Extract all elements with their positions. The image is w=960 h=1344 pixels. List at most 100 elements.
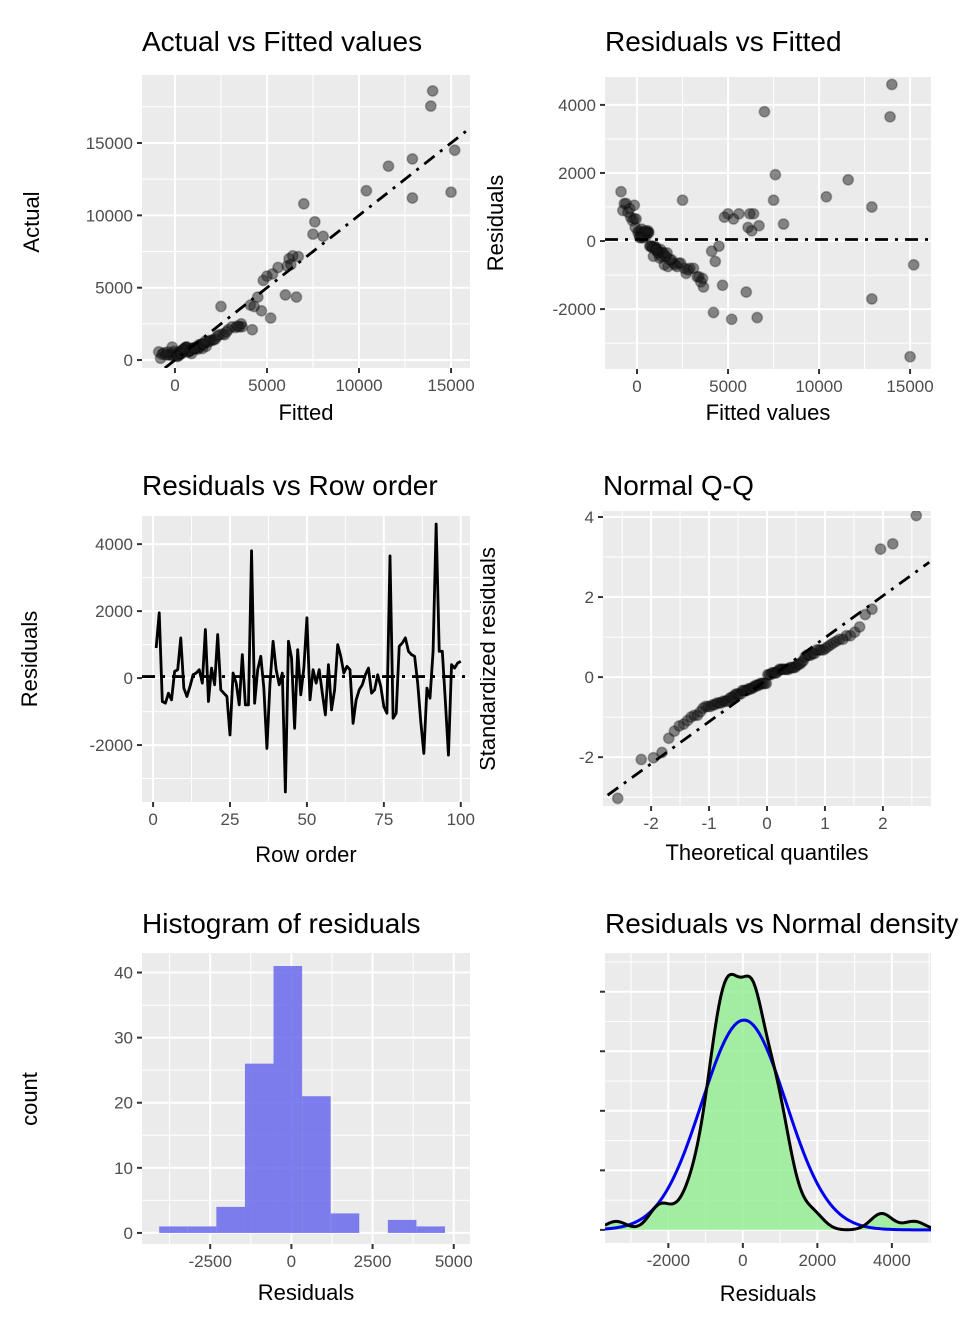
y-tick-label: 0 (585, 668, 594, 687)
y-tick-label: 40 (114, 964, 133, 983)
data-point (904, 350, 917, 363)
data-point (297, 197, 310, 210)
reference-line (606, 561, 931, 797)
data-point (615, 185, 627, 198)
panel-title: Residuals vs Row order (142, 470, 438, 501)
x-tick-label: 10000 (335, 376, 382, 395)
panel-title: Normal Q-Q (603, 470, 754, 501)
x-tick-label: -1 (701, 814, 716, 833)
y-tick-label: 0 (124, 351, 133, 370)
data-point (424, 100, 437, 113)
data-point (406, 152, 419, 165)
histogram-bar (216, 1206, 245, 1233)
x-tick-label: 1 (820, 814, 829, 833)
panel-background (142, 75, 470, 368)
x-tick-label: 4000 (873, 1251, 911, 1270)
x-tick-label: 5000 (709, 377, 747, 396)
data-point (426, 84, 439, 97)
x-axis-title: Residuals (257, 1280, 355, 1305)
x-tick-label: -2000 (647, 1251, 690, 1270)
x-axis-title: Residuals (719, 1281, 817, 1306)
panel-residuals-vs-fitted: Residuals vs Fitted Residuals Fitted val… (480, 0, 960, 448)
data-point (611, 792, 624, 805)
data-point (758, 105, 771, 118)
y-tick-label: 2 (585, 588, 594, 607)
reference-line (163, 127, 470, 368)
data-point (220, 325, 233, 338)
data-point (707, 306, 720, 319)
y-tick-label: 30 (114, 1029, 133, 1048)
histogram-bar (330, 1213, 360, 1233)
panel-residuals-vs-normal-density: Residuals vs Normal density Residuals -2… (480, 896, 960, 1344)
data-point (751, 311, 764, 324)
y-tick-label: 10000 (86, 206, 133, 225)
data-point (360, 184, 373, 197)
y-tick-label: 0 (124, 669, 133, 688)
data-point (767, 194, 780, 207)
panel-histogram-residuals: Histogram of residuals count Residuals -… (0, 896, 480, 1344)
y-tick-label: 0 (124, 1224, 133, 1243)
y-tick-label: 4000 (558, 96, 596, 115)
data-point (747, 207, 760, 220)
data-point (886, 537, 899, 550)
data-point (753, 219, 765, 232)
data-point (308, 215, 321, 228)
y-tick-label: -2000 (553, 300, 596, 319)
data-point (215, 300, 227, 313)
qq-plot-svg: -2 -1 0 1 2 -2 0 2 4 (579, 508, 931, 833)
x-axis-title: Row order (255, 842, 357, 867)
data-point (166, 341, 179, 353)
data-point (448, 144, 461, 157)
data-point (769, 168, 782, 181)
data-point (628, 199, 641, 212)
x-tick-label: 0 (632, 377, 641, 396)
data-point (884, 110, 896, 123)
x-tick-label: 0 (738, 1251, 747, 1270)
histogram-svg: -2500 0 2500 5000 0 10 20 30 40 (114, 953, 473, 1271)
data-point (885, 78, 898, 91)
density-area (605, 974, 931, 1230)
data-point (633, 231, 646, 244)
data-point (777, 218, 790, 230)
y-tick-label: 0 (587, 232, 596, 251)
data-point (279, 288, 292, 301)
data-point (630, 212, 643, 225)
data-point (290, 291, 303, 304)
y-tick-label: 20 (114, 1094, 133, 1113)
data-point (661, 246, 674, 259)
residual-line (154, 522, 462, 794)
histogram-bar (187, 1226, 217, 1233)
y-tick-label: -2000 (90, 736, 133, 755)
data-point (246, 323, 259, 336)
data-point (874, 543, 887, 556)
density-plot-svg: -2000 0 2000 4000 (600, 953, 931, 1270)
data-point (676, 194, 689, 207)
data-point (745, 224, 758, 237)
data-point (264, 312, 277, 325)
data-point (853, 620, 866, 633)
density-curve (605, 972, 931, 1232)
data-point (716, 279, 729, 292)
histogram-bar (416, 1226, 445, 1233)
normal-curve (605, 1018, 931, 1232)
x-axis-title: Fitted values (705, 400, 831, 425)
data-point (842, 173, 855, 186)
data-point (257, 274, 270, 287)
data-point (171, 350, 184, 363)
x-tick-label: 100 (447, 810, 475, 829)
x-tick-label: -2500 (188, 1252, 231, 1271)
data-point (712, 240, 725, 253)
y-tick-label: 4 (585, 508, 594, 527)
histogram-bar (387, 1219, 417, 1233)
x-tick-label: 75 (374, 810, 393, 829)
x-axis-title: Theoretical quantiles (665, 840, 869, 865)
x-tick-label: 15000 (427, 376, 474, 395)
data-point (907, 258, 920, 271)
data-point (740, 286, 753, 299)
data-point (705, 245, 718, 258)
x-tick-label: -2 (644, 814, 659, 833)
x-tick-label: 10000 (795, 377, 842, 396)
data-point (733, 207, 745, 220)
